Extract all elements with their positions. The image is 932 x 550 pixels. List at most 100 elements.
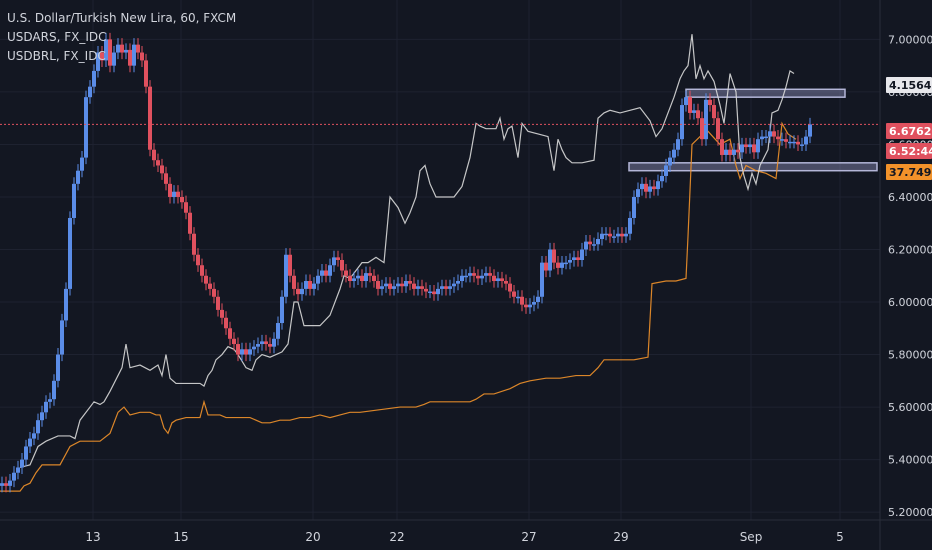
- candle: [252, 346, 256, 350]
- candle: [592, 244, 596, 246]
- candle: [212, 288, 216, 297]
- candle: [292, 275, 296, 289]
- x-tick-label: 20: [305, 530, 320, 544]
- candle: [776, 136, 780, 140]
- candle: [356, 275, 360, 279]
- candle: [280, 296, 284, 324]
- candle: [476, 275, 480, 279]
- candle: [528, 304, 532, 308]
- candle: [424, 288, 428, 292]
- candle: [692, 110, 696, 113]
- candle: [492, 275, 496, 282]
- candle: [336, 257, 340, 260]
- price-label-ars: 4.1564: [889, 79, 932, 92]
- candle: [644, 183, 648, 192]
- candle: [564, 262, 568, 265]
- candle: [108, 39, 112, 66]
- candle: [220, 309, 224, 318]
- candle: [0, 483, 4, 486]
- y-tick-label: 6.20000: [888, 243, 932, 256]
- candle: [600, 233, 604, 239]
- candle: [576, 257, 580, 260]
- candle: [52, 380, 56, 400]
- candle: [60, 320, 64, 355]
- candle: [428, 291, 432, 294]
- candle: [660, 175, 664, 182]
- candle: [612, 236, 616, 238]
- candle: [332, 257, 336, 266]
- candle: [204, 275, 208, 284]
- candle: [76, 170, 80, 184]
- y-tick-label: 5.60000: [888, 401, 932, 414]
- candle: [284, 254, 288, 297]
- candle: [48, 399, 52, 402]
- candle: [500, 278, 504, 282]
- candle: [696, 110, 700, 119]
- candle: [504, 281, 508, 284]
- candle: [536, 296, 540, 303]
- candle: [176, 191, 180, 197]
- candle: [196, 254, 200, 266]
- candle: [20, 459, 24, 468]
- legend: U.S. Dollar/Turkish New Lira, 60, FXCM U…: [7, 9, 236, 66]
- candle: [64, 288, 68, 321]
- candle: [144, 60, 148, 87]
- candle: [524, 304, 528, 308]
- candle: [416, 286, 420, 289]
- candle: [724, 149, 728, 155]
- candle: [312, 283, 316, 289]
- candle: [796, 141, 800, 145]
- candle: [580, 249, 584, 260]
- candle: [688, 97, 692, 113]
- candle: [712, 105, 716, 119]
- price-label-bg-countdown: [886, 143, 932, 159]
- candle: [760, 136, 764, 140]
- candle: [676, 139, 680, 150]
- candle: [604, 233, 608, 236]
- candle: [412, 283, 416, 289]
- candle: [148, 86, 152, 150]
- candle: [172, 191, 176, 197]
- y-tick-label: 5.80000: [888, 349, 932, 362]
- candle: [596, 238, 600, 245]
- candle: [512, 291, 516, 297]
- candle: [496, 278, 500, 282]
- candle: [228, 328, 232, 339]
- usdbrl-line: [0, 121, 797, 492]
- candle: [588, 241, 592, 245]
- grid: [0, 0, 880, 520]
- candle: [140, 52, 144, 61]
- candle: [112, 52, 116, 66]
- candle: [568, 260, 572, 263]
- candle: [300, 288, 304, 295]
- candle: [800, 144, 804, 146]
- candle: [616, 233, 620, 237]
- candle: [136, 44, 140, 53]
- candle: [420, 286, 424, 289]
- candle: [308, 281, 312, 289]
- candle: [680, 105, 684, 140]
- candle: [516, 296, 520, 299]
- legend-overlay-usdars[interactable]: USDARS, FX_IDC: [7, 30, 107, 44]
- x-tick-label: 5: [836, 530, 844, 544]
- candle: [36, 420, 40, 434]
- x-tick-label: 29: [613, 530, 628, 544]
- candle: [436, 288, 440, 295]
- candle: [508, 283, 512, 292]
- candle: [408, 281, 412, 284]
- candle: [124, 49, 128, 53]
- candle: [664, 165, 668, 176]
- candle: [784, 139, 788, 142]
- candle: [340, 260, 344, 271]
- candle: [460, 275, 464, 282]
- candle: [152, 149, 156, 161]
- candle: [288, 254, 292, 276]
- legend-symbol[interactable]: U.S. Dollar/Turkish New Lira, 60, FXCM: [7, 11, 237, 25]
- candle: [352, 278, 356, 282]
- price-label-countdown: 6.52:44: [889, 145, 932, 158]
- legend-overlay-usdbrl[interactable]: USDBRL, FX_IDC: [7, 49, 106, 63]
- candle: [200, 265, 204, 276]
- candle: [744, 144, 748, 148]
- candle: [756, 139, 760, 153]
